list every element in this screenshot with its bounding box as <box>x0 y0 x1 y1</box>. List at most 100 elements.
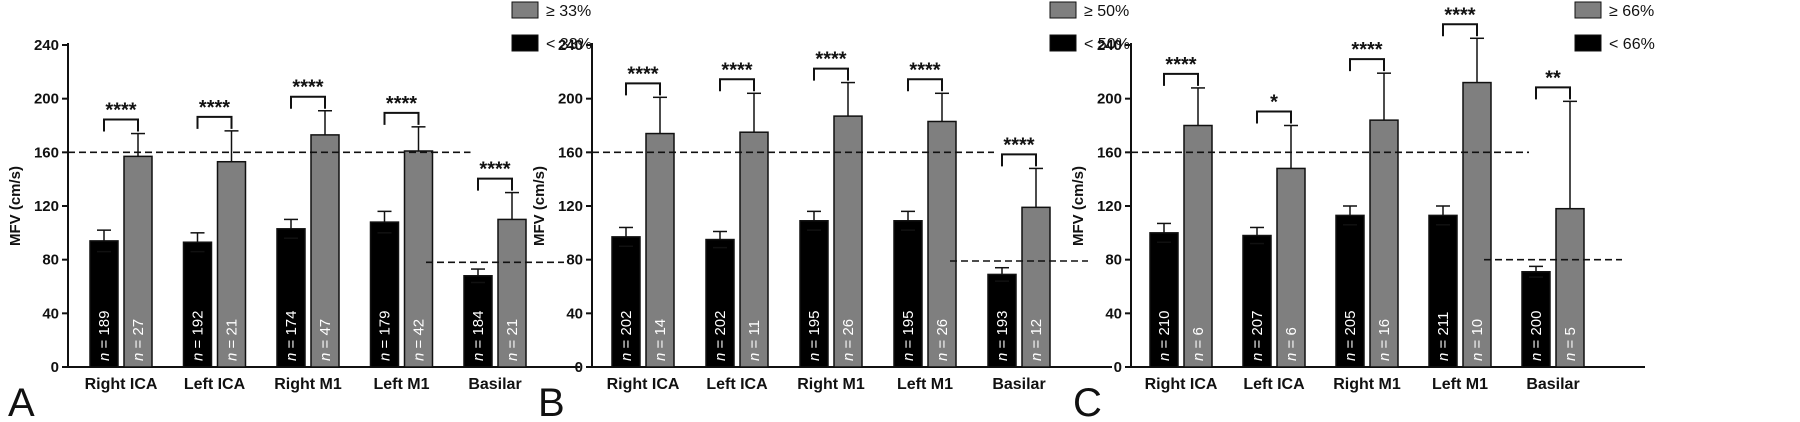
y-tick-label: 40 <box>1105 305 1122 322</box>
bar <box>705 238 735 368</box>
bar-n-label: n = 47 <box>317 319 334 361</box>
x-tick-label: Right ICA <box>85 376 158 393</box>
bar-n-label: n = 16 <box>1376 319 1393 361</box>
bar-n-label: n = 14 <box>652 319 669 361</box>
bar-n-label: n = 195 <box>900 311 917 361</box>
bar-n-label: n = 10 <box>1469 319 1486 361</box>
bar <box>310 134 340 368</box>
x-tick-label: Left M1 <box>374 376 430 393</box>
bar <box>1462 81 1492 368</box>
bar-n-label: n = 192 <box>190 311 207 361</box>
significance-bracket <box>1163 72 1199 86</box>
bar-n-label: n = 11 <box>746 320 763 361</box>
bar <box>1149 232 1179 368</box>
significance-label: **** <box>721 59 752 81</box>
bar-n-label: n = 195 <box>806 311 823 361</box>
significance-bracket <box>103 118 139 132</box>
y-tick-label: 240 <box>34 37 59 54</box>
legend-label: ≥ 33% <box>546 3 591 20</box>
legend-swatch <box>1574 1 1602 19</box>
significance-label: **** <box>386 93 417 115</box>
bar-n-label: n = 21 <box>224 319 241 361</box>
y-tick-label: 0 <box>51 359 59 376</box>
bar-n-label: n = 202 <box>618 311 635 361</box>
y-tick-label: 200 <box>1097 91 1122 108</box>
y-tick-label: 0 <box>575 359 583 376</box>
bar-n-label: n = 6 <box>1190 327 1207 361</box>
bar-n-label: n = 211 <box>1435 312 1452 361</box>
y-tick-label: 120 <box>1097 198 1122 215</box>
significance-bracket <box>719 78 755 92</box>
y-tick-label: 80 <box>1105 252 1122 269</box>
significance-label: **** <box>627 63 658 85</box>
bar-n-label: n = 42 <box>411 319 428 361</box>
bar <box>611 236 641 368</box>
significance-label: **** <box>1003 134 1034 156</box>
significance-bracket <box>383 111 420 125</box>
bar <box>645 132 675 368</box>
bar <box>1369 119 1399 368</box>
significance-bracket <box>477 177 513 191</box>
bar-n-label: n = 12 <box>1028 319 1045 361</box>
bar <box>1276 167 1306 368</box>
y-tick-label: 120 <box>558 198 583 215</box>
y-axis-label: MFV (cm/s) <box>531 166 548 246</box>
y-tick-label: 160 <box>1097 144 1122 161</box>
bar <box>1021 206 1051 368</box>
significance-label: **** <box>1165 54 1196 76</box>
bar-n-label: n = 5 <box>1562 327 1579 361</box>
y-tick-label: 240 <box>1097 37 1122 54</box>
x-tick-label: Left ICA <box>1243 376 1305 393</box>
panel-letter: B <box>538 381 565 422</box>
significance-bracket <box>290 95 326 109</box>
x-tick-label: Right M1 <box>797 376 865 393</box>
bar <box>463 275 493 368</box>
bar <box>1335 214 1365 368</box>
y-tick-label: 200 <box>34 91 59 108</box>
y-tick-label: 200 <box>558 91 583 108</box>
significance-bracket <box>1256 110 1292 124</box>
legend-swatch <box>511 1 539 19</box>
significance-label: ** <box>1545 67 1561 89</box>
significance-label: **** <box>105 100 136 122</box>
legend-label: ≥ 66% <box>1609 3 1654 20</box>
bar <box>833 115 863 368</box>
significance-label: **** <box>479 159 510 181</box>
significance-bracket <box>1442 23 1478 37</box>
bar-n-label: n = 179 <box>377 311 394 361</box>
y-tick-label: 240 <box>558 37 583 54</box>
significance-bracket <box>1535 86 1571 100</box>
legend-label: < 50% <box>1084 36 1130 53</box>
bar-n-label: n = 26 <box>840 319 857 361</box>
x-tick-label: Right ICA <box>1145 376 1218 393</box>
significance-bracket <box>196 115 233 129</box>
significance-bracket <box>625 82 661 96</box>
significance-bracket <box>907 78 943 92</box>
bar <box>739 131 769 368</box>
bar-n-label: n = 21 <box>504 319 521 361</box>
significance-label: **** <box>292 77 323 99</box>
x-tick-label: Basilar <box>1526 376 1579 393</box>
y-tick-label: 120 <box>34 198 59 215</box>
bar-n-label: n = 193 <box>994 311 1011 361</box>
significance-bracket <box>813 67 849 81</box>
x-tick-label: Left ICA <box>184 376 246 393</box>
y-axis-label: MFV (cm/s) <box>1070 166 1087 246</box>
legend-swatch <box>1049 34 1077 52</box>
significance-label: **** <box>909 59 940 81</box>
y-tick-label: 80 <box>566 252 583 269</box>
bar-n-label: n = 184 <box>470 311 487 361</box>
significance-label: **** <box>199 97 230 119</box>
significance-label: **** <box>1444 4 1475 26</box>
x-tick-label: Left M1 <box>897 376 953 393</box>
legend-swatch <box>1049 1 1077 19</box>
x-tick-label: Basilar <box>468 376 521 393</box>
x-tick-label: Right ICA <box>607 376 680 393</box>
x-tick-label: Left ICA <box>706 376 768 393</box>
bar-n-label: n = 202 <box>712 311 729 361</box>
y-tick-label: 40 <box>42 305 59 322</box>
bar-n-label: n = 207 <box>1249 311 1266 361</box>
bar-n-label: n = 174 <box>283 311 300 361</box>
legend-label: < 33% <box>546 36 592 53</box>
significance-bracket <box>1349 58 1385 72</box>
